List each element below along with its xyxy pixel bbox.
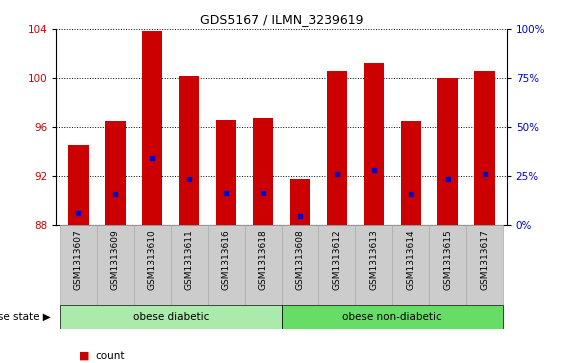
Bar xyxy=(400,121,421,225)
Text: disease state ▶: disease state ▶ xyxy=(0,312,51,322)
Bar xyxy=(466,225,503,305)
Text: ■: ■ xyxy=(79,351,90,361)
Bar xyxy=(327,71,347,225)
Text: GSM1313614: GSM1313614 xyxy=(406,229,415,290)
Text: GSM1313607: GSM1313607 xyxy=(74,229,83,290)
Bar xyxy=(282,305,503,329)
Text: GSM1313608: GSM1313608 xyxy=(296,229,305,290)
Bar xyxy=(68,146,88,225)
Bar xyxy=(60,305,282,329)
Bar xyxy=(364,63,384,225)
Bar xyxy=(105,121,126,225)
Bar xyxy=(319,225,355,305)
Bar xyxy=(142,32,163,225)
Bar xyxy=(244,225,282,305)
Bar xyxy=(282,225,319,305)
Bar xyxy=(60,225,97,305)
Bar xyxy=(179,76,199,225)
Bar xyxy=(253,118,273,225)
Text: GSM1313611: GSM1313611 xyxy=(185,229,194,290)
Text: obese non-diabetic: obese non-diabetic xyxy=(342,312,442,322)
Bar xyxy=(355,225,392,305)
Bar xyxy=(392,225,429,305)
Text: obese diabetic: obese diabetic xyxy=(132,312,209,322)
Text: GSM1313616: GSM1313616 xyxy=(222,229,231,290)
Text: count: count xyxy=(96,351,125,361)
Bar xyxy=(475,71,495,225)
Text: GSM1313618: GSM1313618 xyxy=(258,229,267,290)
Text: GSM1313613: GSM1313613 xyxy=(369,229,378,290)
Bar xyxy=(134,225,171,305)
Bar xyxy=(290,179,310,225)
Text: GSM1313610: GSM1313610 xyxy=(148,229,157,290)
Text: GSM1313617: GSM1313617 xyxy=(480,229,489,290)
Text: GSM1313609: GSM1313609 xyxy=(111,229,120,290)
Bar xyxy=(97,225,134,305)
Bar xyxy=(216,120,236,225)
Bar xyxy=(437,78,458,225)
Bar xyxy=(208,225,244,305)
Bar xyxy=(171,225,208,305)
Title: GDS5167 / ILMN_3239619: GDS5167 / ILMN_3239619 xyxy=(200,13,363,26)
Text: GSM1313612: GSM1313612 xyxy=(332,229,341,290)
Bar xyxy=(429,225,466,305)
Text: GSM1313615: GSM1313615 xyxy=(443,229,452,290)
